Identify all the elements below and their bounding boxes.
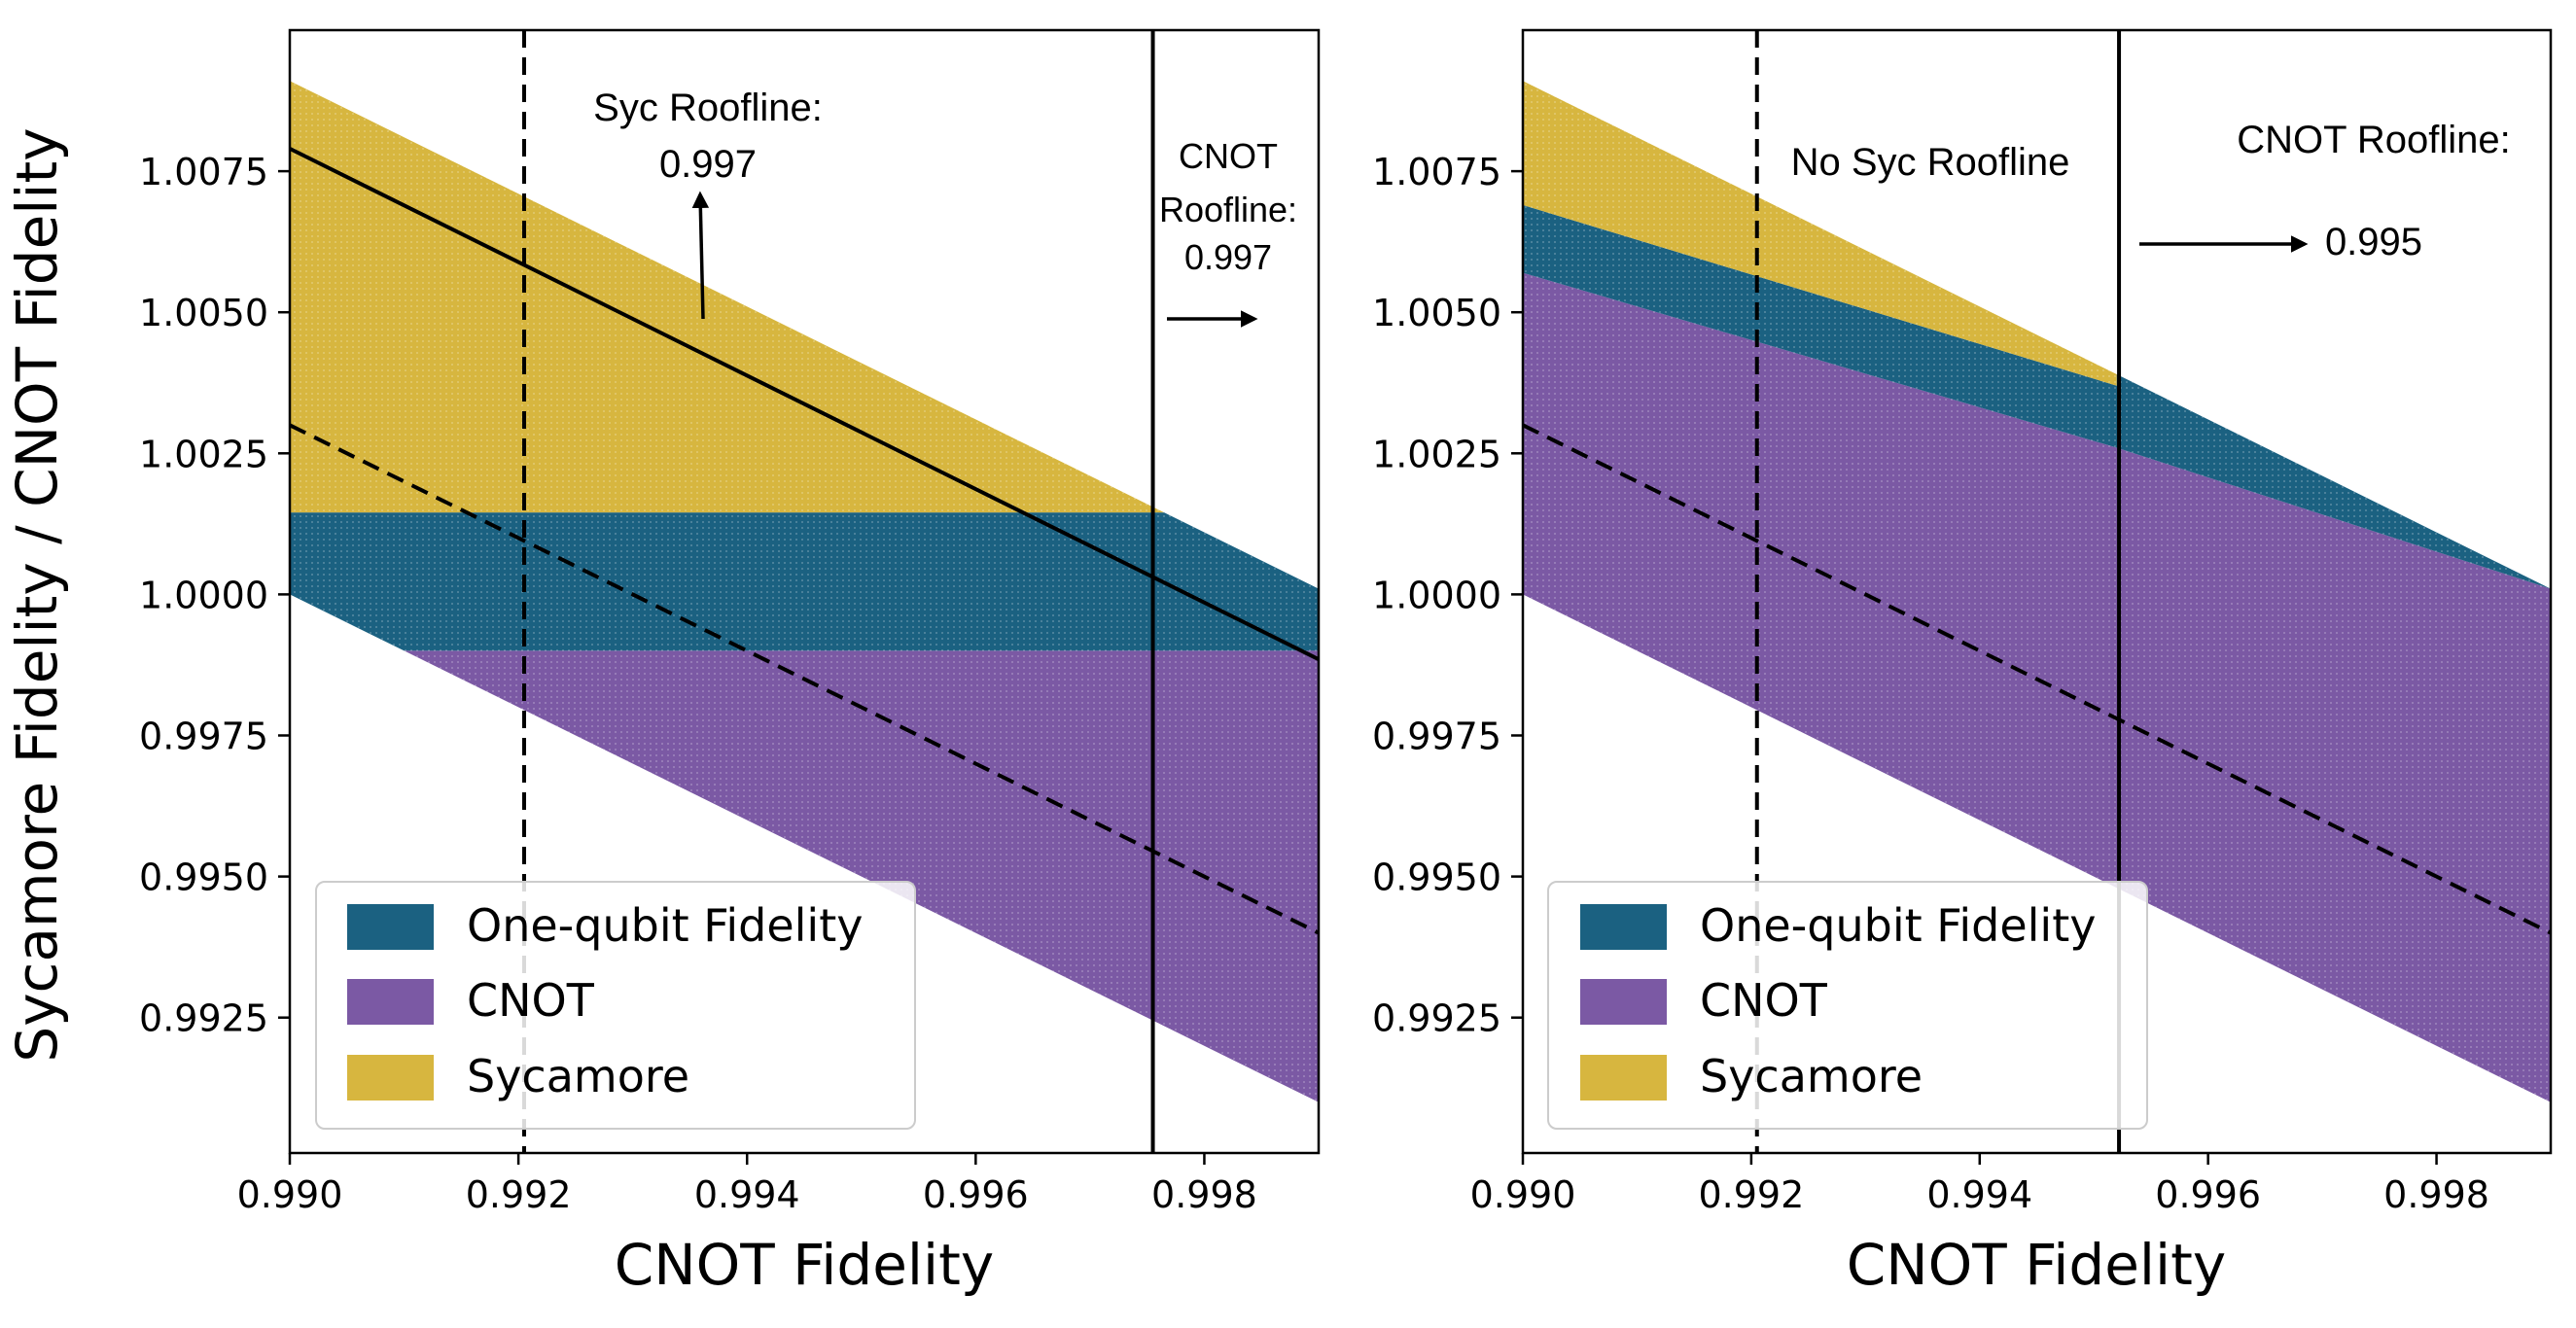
left-legend-swatch-sycamore <box>347 1055 434 1101</box>
left-solid-fit-line <box>289 147 1320 661</box>
left-y-tick-label: 0.9975 <box>139 716 268 758</box>
left-legend-label-one-qubit: One-qubit Fidelity <box>467 899 863 952</box>
right-x-tick-label: 0.990 <box>1470 1173 1576 1216</box>
left-y-tick-label: 0.9950 <box>139 856 268 899</box>
left-y-tick-label: 0.9925 <box>139 997 268 1040</box>
right-cnot-roofline-value: 0.995 <box>2325 221 2422 263</box>
right-axes-frame <box>1521 28 2553 1155</box>
left-dashed-fit-line <box>289 423 1320 935</box>
right-legend-swatch-cnot <box>1580 979 1667 1025</box>
right-cnot-roofline-label: CNOT Roofline: <box>2237 119 2511 161</box>
right-y-tick-label: 1.0075 <box>1372 151 1501 193</box>
left-cnot-roofline-label-2: Roofline: <box>1159 190 1297 229</box>
left-legend-box <box>315 881 916 1130</box>
right-legend-swatch-one-qubit <box>1580 904 1667 950</box>
left-axes-frame <box>288 28 1321 1155</box>
right-no-syc-roofline-label: No Syc Roofline <box>1791 141 2070 184</box>
right-band-texture <box>1523 81 2551 1102</box>
left-y-tick-label: 1.0000 <box>139 574 268 616</box>
right-x-tick-label: 0.998 <box>2383 1173 2489 1216</box>
left-x-tick-label: 0.994 <box>694 1173 800 1216</box>
right-y-tick-label: 1.0025 <box>1372 433 1501 475</box>
right-legend-label-cnot: CNOT <box>1700 974 1828 1027</box>
right-x-tick-label: 0.992 <box>1698 1173 1804 1216</box>
right-y-tick-label: 1.0050 <box>1372 292 1501 334</box>
right-x-tick-label: 0.994 <box>1926 1173 2032 1216</box>
left-legend-swatch-one-qubit <box>347 904 434 950</box>
right-legend-swatch-sycamore <box>1580 1055 1667 1101</box>
left-x-tick-label: 0.996 <box>923 1173 1029 1216</box>
left-syc-roofline-arrow <box>691 191 710 320</box>
left-y-tick-label: 1.0025 <box>139 433 268 475</box>
left-band-texture <box>290 81 1319 1102</box>
right-legend-box <box>1547 881 2148 1130</box>
left-x-tick-label: 0.998 <box>1151 1173 1257 1216</box>
right-x-axis-label: CNOT Fidelity <box>1847 1232 2226 1298</box>
left-syc-roofline-value: 0.997 <box>659 143 757 186</box>
right-y-tick-label: 0.9975 <box>1372 716 1501 758</box>
left-x-tick-label: 0.992 <box>466 1173 572 1216</box>
left-legend-label-cnot: CNOT <box>467 974 595 1027</box>
left-cnot-roofline-value: 0.997 <box>1184 237 1272 277</box>
right-y-tick-label: 1.0000 <box>1372 574 1501 616</box>
left-y-tick-label: 1.0050 <box>139 292 268 334</box>
right-y-tick-label: 0.9925 <box>1372 997 1501 1040</box>
right-legend-label-one-qubit: One-qubit Fidelity <box>1700 899 2096 952</box>
right-panel: 0.9925 0.9950 0.9975 1.0000 1.0025 1.0050 1.00… <box>1372 28 2553 1298</box>
left-y-tick-label: 1.0075 <box>139 151 268 193</box>
left-x-tick-label: 0.990 <box>237 1173 343 1216</box>
left-x-axis-label: CNOT Fidelity <box>615 1232 994 1298</box>
left-legend-swatch-cnot <box>347 979 434 1025</box>
right-x-tick-label: 0.996 <box>2155 1173 2261 1216</box>
right-legend-label-sycamore: Sycamore <box>1700 1050 1923 1102</box>
right-dashed-fit-line <box>1522 423 2552 935</box>
y-axis-label: Sycamore Fidelity / CNOT Fidelity <box>4 127 70 1062</box>
right-y-tick-label: 0.9950 <box>1372 856 1501 899</box>
left-syc-roofline-label: Syc Roofline: <box>593 87 823 129</box>
left-legend-label-sycamore: Sycamore <box>467 1050 689 1102</box>
left-cnot-roofline-label-1: CNOT <box>1179 136 1278 176</box>
left-panel: 0.9925 0.9950 0.9975 1.0000 1.0025 1.0050 1.00… <box>139 28 1321 1298</box>
